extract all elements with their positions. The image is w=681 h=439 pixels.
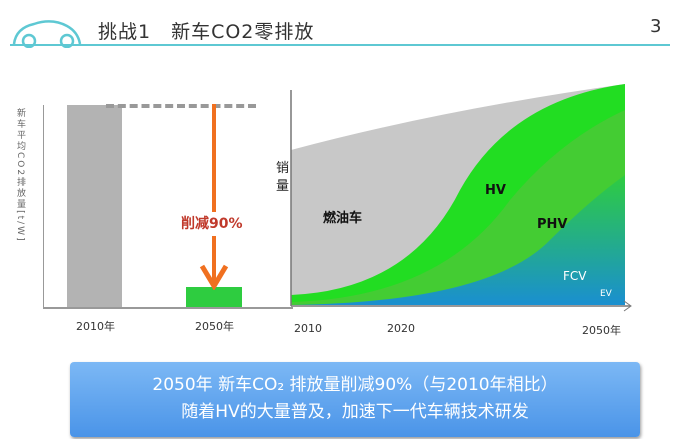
page-title: 挑战1 新车CO2零排放 [98,21,315,43]
label-fcv: FCV [563,269,587,283]
bar-2010 [67,105,122,307]
left-x-axis [43,307,293,309]
left-chart-ylabel: 新车平均CO2排放量[t/W] [15,108,25,243]
tick-2010: 2010年 [76,320,115,333]
summary-banner: 2050年 新车CO₂ 排放量削减90%（与2010年相比） 随着HV的大量普及… [70,362,640,437]
sales-area-chart [290,84,632,312]
reduction-arrow [199,104,229,290]
tick-2050: 2050年 [582,324,621,337]
reduction-label: 削减90% [181,216,243,232]
header-divider [10,44,670,46]
banner-line-2: 随着HV的大量普及，加速下一代车辆技术研发 [181,402,529,422]
tick-2010: 2010 [294,322,322,335]
left-y-axis [43,105,44,308]
area-fcv [291,175,625,305]
label-hv: HV [485,183,506,198]
banner-line-1: 2050年 新车CO₂ 排放量削减90%（与2010年相比） [152,375,558,395]
right-chart-ylabel: 销量 [276,161,290,194]
tick-2050: 2050年 [195,320,234,333]
car-logo-icon [12,20,82,48]
label-phv: PHV [537,217,568,232]
label-ev: EV [600,289,612,299]
label-ice: 燃油车 [323,211,363,226]
bar-2050 [186,287,242,307]
page-number: 3 [650,16,662,37]
baseline-dashed-line [106,104,256,108]
tick-2020: 2020 [387,322,415,335]
